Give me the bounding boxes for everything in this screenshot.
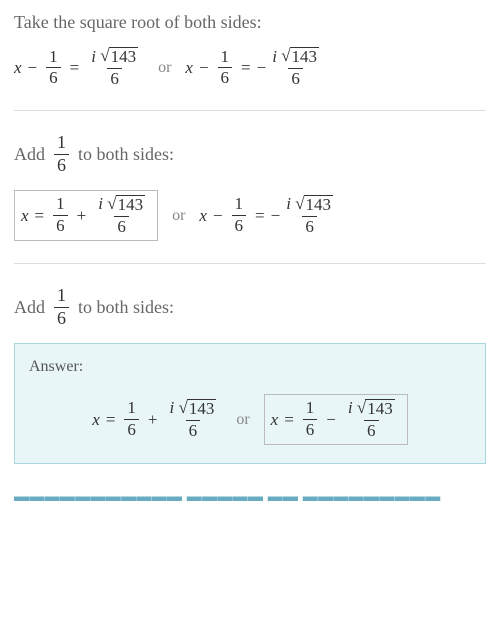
answer-label: Answer: <box>29 358 471 376</box>
var-x: x <box>185 58 193 78</box>
neg-sign: − <box>257 58 267 78</box>
step2-instruction: Add 1 6 to both sides: <box>14 133 486 176</box>
divider <box>14 110 486 111</box>
step1-equation: x − 1 6 = i √ 143 6 or x − 1 6 = − i √ 1… <box>14 47 486 88</box>
divider <box>14 263 486 264</box>
or-label: or <box>158 59 171 77</box>
step2-equation: x = 1 6 + i √ 143 6 or x − 1 6 = − i <box>14 190 486 241</box>
equals-op: = <box>70 58 80 78</box>
answer-equation: x = 1 6 + i √ 143 6 or x = 1 6 − <box>29 394 471 445</box>
minus-op: − <box>28 58 38 78</box>
frac-1-6: 1 6 <box>46 48 61 88</box>
sqrt-icon: √ 143 <box>100 47 138 67</box>
footer-link[interactable]: ▬▬▬▬▬▬▬▬▬▬▬ ▬▬▬▬▬ ▬▬ ▬▬▬▬▬▬▬▬▬ <box>14 488 486 505</box>
boxed-solution: x = 1 6 + i √ 143 6 <box>14 190 158 241</box>
boxed-solution-2: x = 1 6 − i √ 143 6 <box>264 394 408 445</box>
var-x: x <box>14 58 22 78</box>
step3-instruction: Add 1 6 to both sides: <box>14 286 486 329</box>
frac-isqrt143-6: i √ 143 6 <box>88 47 141 88</box>
answer-box: Answer: x = 1 6 + i √ 143 6 or x = 1 6 <box>14 343 486 464</box>
step1-instruction: Take the square root of both sides: <box>14 12 486 33</box>
